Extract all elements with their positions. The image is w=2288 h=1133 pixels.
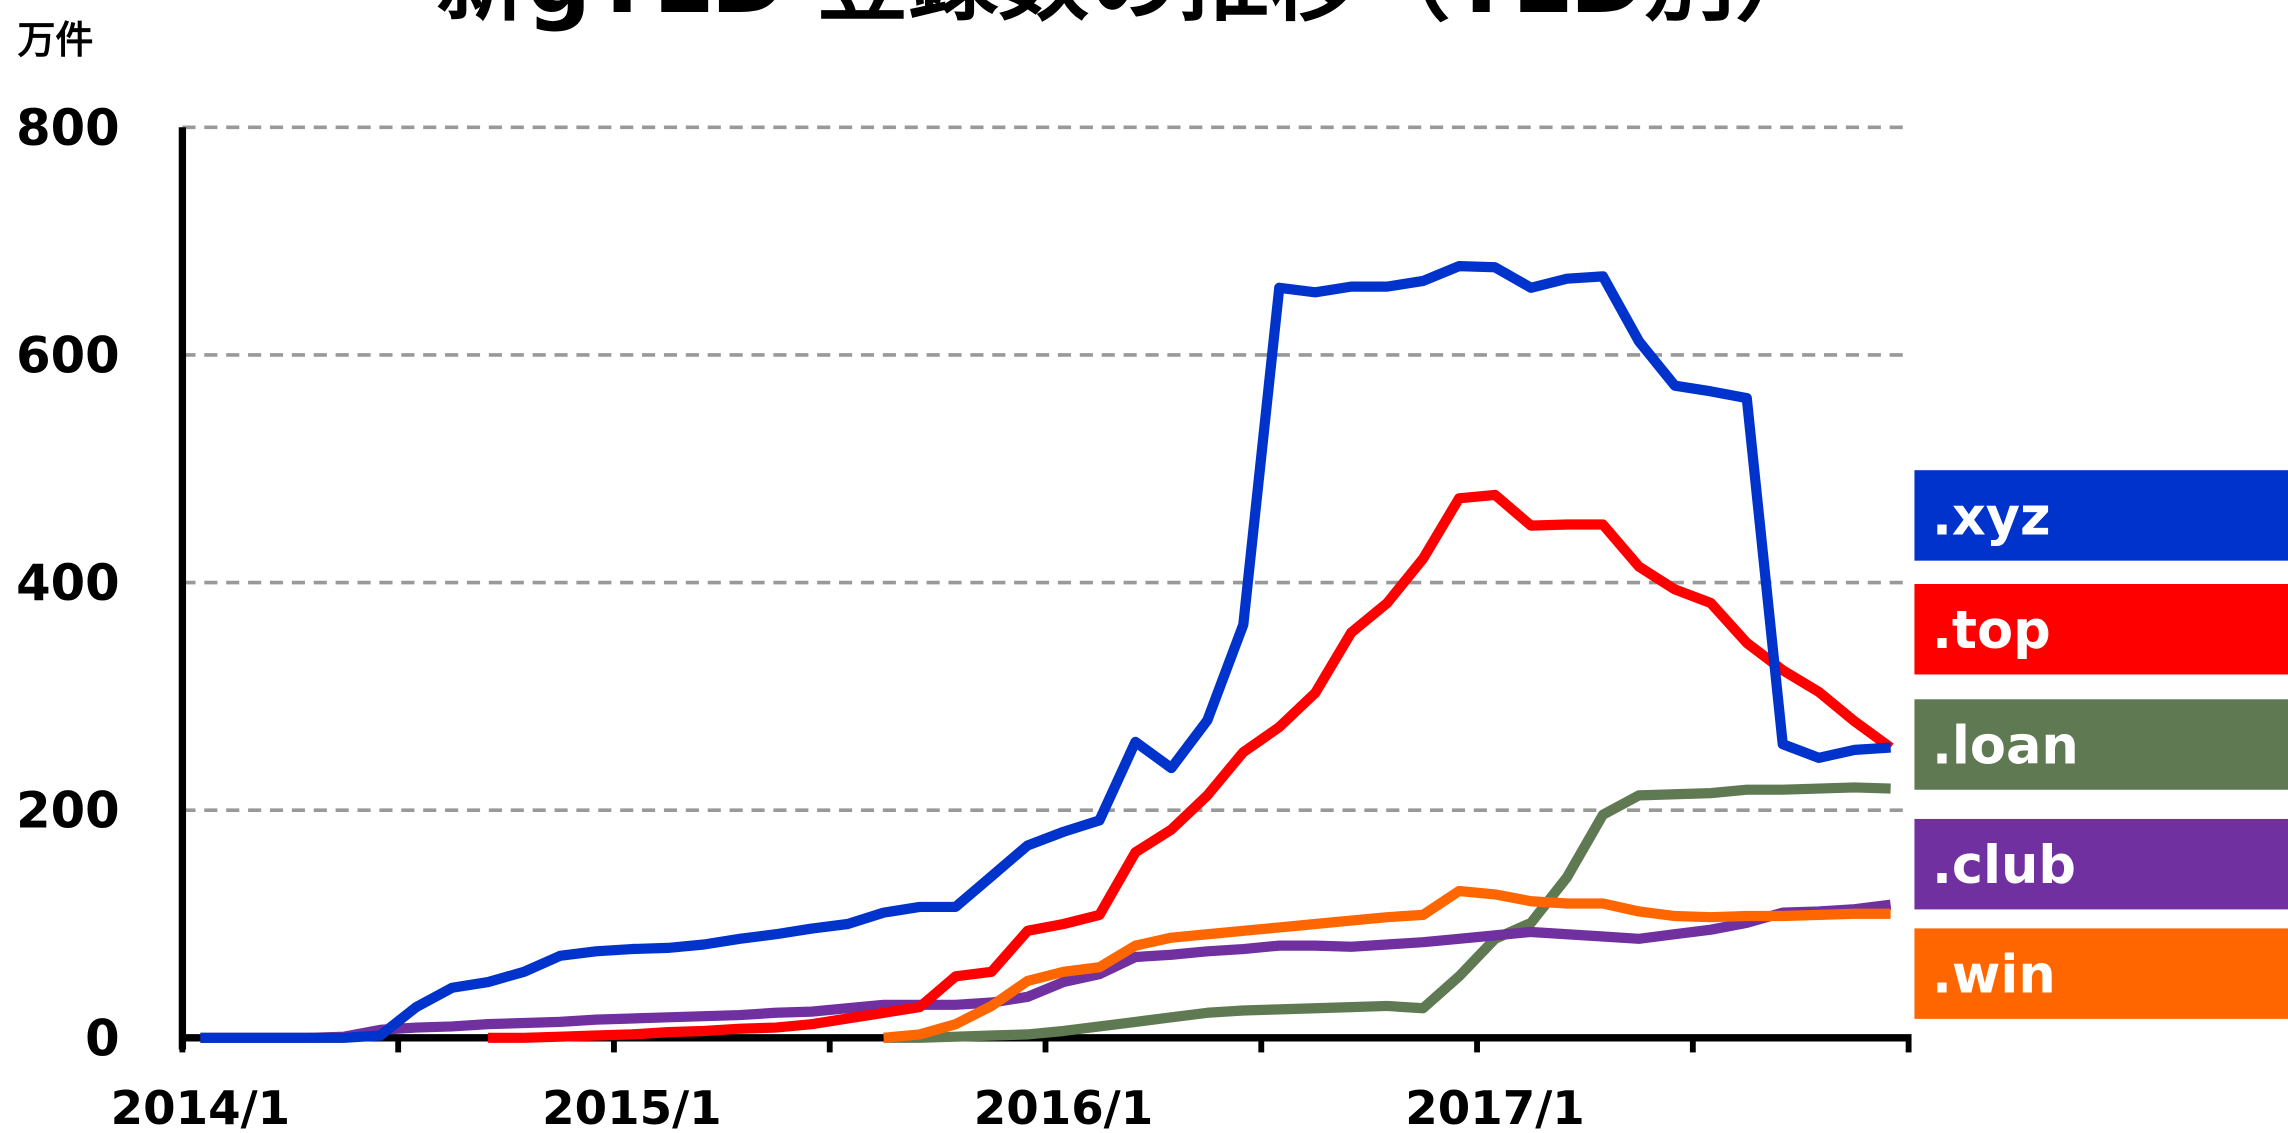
- series-line: [883, 782, 1891, 1043]
- y-tick-label: 400: [16, 554, 120, 612]
- x-tick-label: 2015/1: [542, 1082, 721, 1133]
- legend-label: .win: [1932, 945, 2056, 1006]
- legend-label: .loan: [1932, 715, 2079, 776]
- y-tick-label: 800: [16, 99, 120, 157]
- legend-swatch: [1914, 470, 2288, 561]
- x-tick-label: 2014/1: [111, 1082, 290, 1133]
- chart-title: 新gTLD 登録数の推移（TLD別）: [436, 0, 1826, 34]
- legend-label: .xyz: [1932, 486, 2051, 547]
- y-tick-label: 600: [16, 326, 120, 384]
- series-line: [200, 261, 1891, 1043]
- legend-label: .top: [1932, 600, 2051, 661]
- legend-swatch: [1914, 818, 2288, 910]
- y-tick-label: 200: [16, 782, 120, 840]
- legend-label: .club: [1932, 835, 2076, 896]
- series-line: [200, 899, 1892, 1043]
- y-unit-label: 万件: [18, 18, 94, 62]
- legend-swatch: [1914, 584, 2288, 675]
- x-tick-label: 2017/1: [1405, 1082, 1584, 1133]
- series-line: [488, 489, 1894, 1043]
- legend-swatch: [1914, 928, 2288, 1019]
- y-tick-label: 0: [85, 1009, 120, 1067]
- x-tick-label: 2016/1: [974, 1082, 1153, 1133]
- legend-swatch: [1914, 699, 2288, 790]
